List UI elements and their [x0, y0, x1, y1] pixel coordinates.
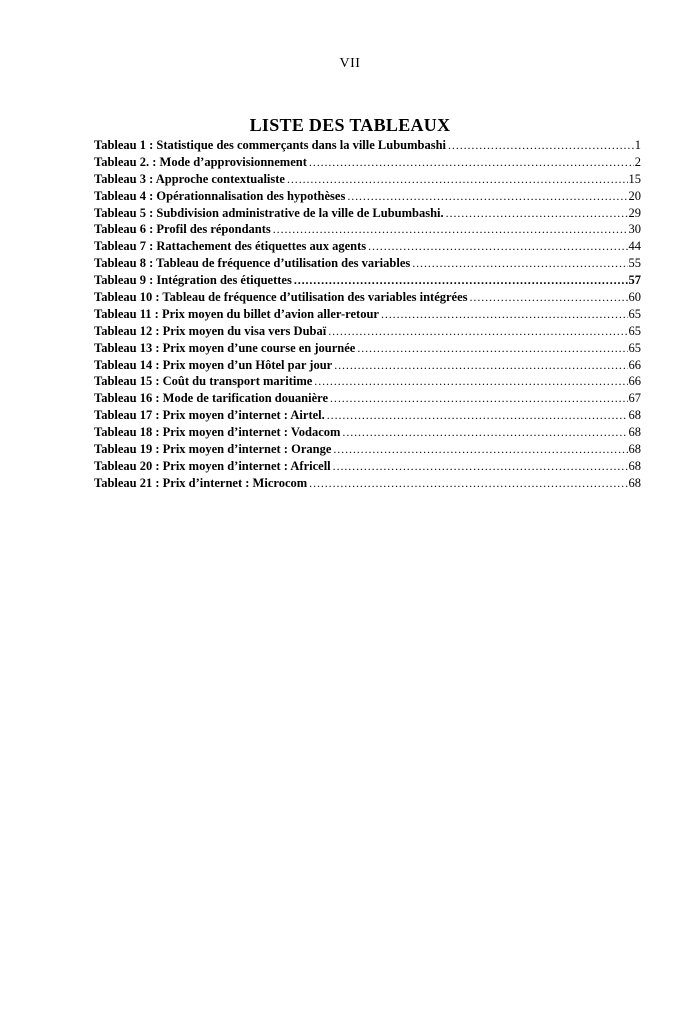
toc-entry-label: Tableau 21 : Prix d’internet : Microcom: [94, 475, 308, 490]
page-number: VII: [339, 56, 361, 71]
toc-entry-page: 20: [628, 188, 642, 203]
toc-entry[interactable]: Tableau 3 : Approche contextualiste 15: [94, 171, 641, 188]
toc-entry-page: 29: [628, 205, 642, 220]
toc-entry[interactable]: Tableau 20 : Prix moyen d’internet : Afr…: [94, 458, 641, 475]
toc-entry-label: Tableau 17 : Prix moyen d’internet : Air…: [94, 408, 325, 423]
toc-leader-dots: [330, 390, 627, 407]
toc-entry-label: Tableau 11 : Prix moyen du billet d’avio…: [94, 306, 379, 321]
toc-entry-page: 1: [634, 138, 641, 152]
toc-entry[interactable]: Tableau 10 : Tableau de fréquence d’util…: [94, 289, 641, 306]
toc-entry-page: 68: [628, 425, 642, 440]
toc-leader-dots: [412, 255, 627, 272]
toc-entry-page: 67: [628, 391, 642, 406]
toc-entry[interactable]: Tableau 16 : Mode de tarification douani…: [94, 390, 641, 407]
toc-leader-dots: [357, 340, 627, 357]
toc-leader-dots: [309, 475, 627, 492]
toc-entry[interactable]: Tableau 12 : Prix moyen du visa vers Dub…: [94, 323, 641, 340]
toc-entry-label: Tableau 2. : Mode d’approvisionnement: [94, 154, 307, 169]
toc-entry[interactable]: Tableau 1 : Statistique des commerçants …: [94, 137, 641, 154]
toc-entry-label: Tableau 13 : Prix moyen d’une course en …: [94, 340, 356, 355]
toc-entry-label: Tableau 15 : Coût du transport maritime: [94, 374, 313, 389]
toc-leader-dots: [333, 458, 628, 475]
toc-entry-label: Tableau 5 : Subdivision administrative d…: [94, 205, 444, 220]
toc-entry-label: Tableau 9 : Intégration des étiquettes: [94, 273, 292, 288]
toc-entry[interactable]: Tableau 4 : Opérationnalisation des hypo…: [94, 188, 641, 205]
toc-entry-page: 44: [628, 239, 642, 254]
toc-entry-label: Tableau 8 : Tableau de fréquence d’utili…: [94, 256, 411, 271]
toc-entry-page: 60: [628, 290, 642, 305]
toc-entry-label: Tableau 1 : Statistique des commerçants …: [94, 138, 447, 152]
toc-leader-dots: [309, 154, 634, 171]
toc-entry-page: 68: [628, 442, 642, 457]
toc-entry-page: 15: [628, 171, 642, 186]
toc-entry-page: 30: [628, 222, 642, 237]
toc-entry[interactable]: Tableau 17 : Prix moyen d’internet : Air…: [94, 407, 641, 424]
toc-entry-page: 65: [628, 323, 642, 338]
toc-leader-dots: [328, 323, 627, 340]
toc-leader-dots: [347, 188, 627, 205]
toc-entry-label: Tableau 19 : Prix moyen d’internet : Ora…: [94, 442, 332, 457]
toc-leader-dots: [342, 424, 627, 441]
page-title: LISTE DES TABLEAUX: [249, 115, 451, 136]
toc-entry-page: 68: [628, 408, 642, 423]
toc-entry-page: 57: [628, 273, 642, 288]
toc-entry[interactable]: Tableau 9 : Intégration des étiquettes 5…: [94, 272, 641, 289]
toc-entry[interactable]: Tableau 7 : Rattachement des étiquettes …: [94, 238, 641, 255]
toc-entry[interactable]: Tableau 8 : Tableau de fréquence d’utili…: [94, 255, 641, 272]
toc-entry-label: Tableau 14 : Prix moyen d’un Hôtel par j…: [94, 357, 333, 372]
toc-entry[interactable]: Tableau 2. : Mode d’approvisionnement 2: [94, 154, 641, 171]
toc-entry[interactable]: Tableau 18 : Prix moyen d’internet : Vod…: [94, 424, 641, 441]
toc-entry-page: 55: [628, 256, 642, 271]
toc-leader-dots: [314, 373, 627, 390]
toc-entry[interactable]: Tableau 19 : Prix moyen d’internet : Ora…: [94, 441, 641, 458]
toc-leader-dots: [448, 137, 634, 154]
toc-entry-label: Tableau 16 : Mode de tarification douani…: [94, 391, 329, 406]
toc-entry-label: Tableau 4 : Opérationnalisation des hypo…: [94, 188, 346, 203]
toc-entry-page: 66: [628, 357, 642, 372]
toc-leader-dots: [287, 171, 628, 188]
toc-leader-dots: [334, 357, 627, 374]
toc-entry-label: Tableau 18 : Prix moyen d’internet : Vod…: [94, 425, 341, 440]
toc-entry-label: Tableau 7 : Rattachement des étiquettes …: [94, 239, 367, 254]
toc-entry-page: 66: [628, 374, 642, 389]
toc-entry-page: 65: [628, 306, 642, 321]
toc-entry[interactable]: Tableau 6 : Profil des répondants 30: [94, 221, 641, 238]
toc-leader-dots: [381, 306, 628, 323]
toc-entry[interactable]: Tableau 15 : Coût du transport maritime …: [94, 373, 641, 390]
toc-leader-dots: [368, 238, 627, 255]
toc-leader-dots: [294, 272, 628, 289]
toc-entry-page: 2: [634, 154, 641, 169]
toc-entry-label: Tableau 10 : Tableau de fréquence d’util…: [94, 290, 468, 305]
toc-entry[interactable]: Tableau 21 : Prix d’internet : Microcom …: [94, 475, 641, 492]
toc-entry-label: Tableau 20 : Prix moyen d’internet : Afr…: [94, 458, 331, 473]
toc-entry-label: Tableau 6 : Profil des répondants: [94, 222, 271, 237]
toc-leader-dots: [333, 441, 627, 458]
toc-entry-page: 68: [628, 475, 642, 490]
toc-entry[interactable]: Tableau 5 : Subdivision administrative d…: [94, 205, 641, 222]
toc-entry-page: 65: [628, 340, 642, 355]
toc-entry-label: Tableau 3 : Approche contextualiste: [94, 171, 285, 186]
toc-leader-dots: [470, 289, 628, 306]
toc-leader-dots: [446, 205, 628, 222]
toc-entry-page: 68: [628, 458, 642, 473]
toc-entry-label: Tableau 12 : Prix moyen du visa vers Dub…: [94, 323, 327, 338]
toc-leader-dots: [327, 407, 628, 424]
toc-entry[interactable]: Tableau 14 : Prix moyen d’un Hôtel par j…: [94, 357, 641, 374]
toc-leader-dots: [273, 221, 628, 238]
table-of-contents: Tableau 1 : Statistique des commerçants …: [94, 137, 641, 492]
toc-entry[interactable]: Tableau 11 : Prix moyen du billet d’avio…: [94, 306, 641, 323]
toc-entry[interactable]: Tableau 13 : Prix moyen d’une course en …: [94, 340, 641, 357]
